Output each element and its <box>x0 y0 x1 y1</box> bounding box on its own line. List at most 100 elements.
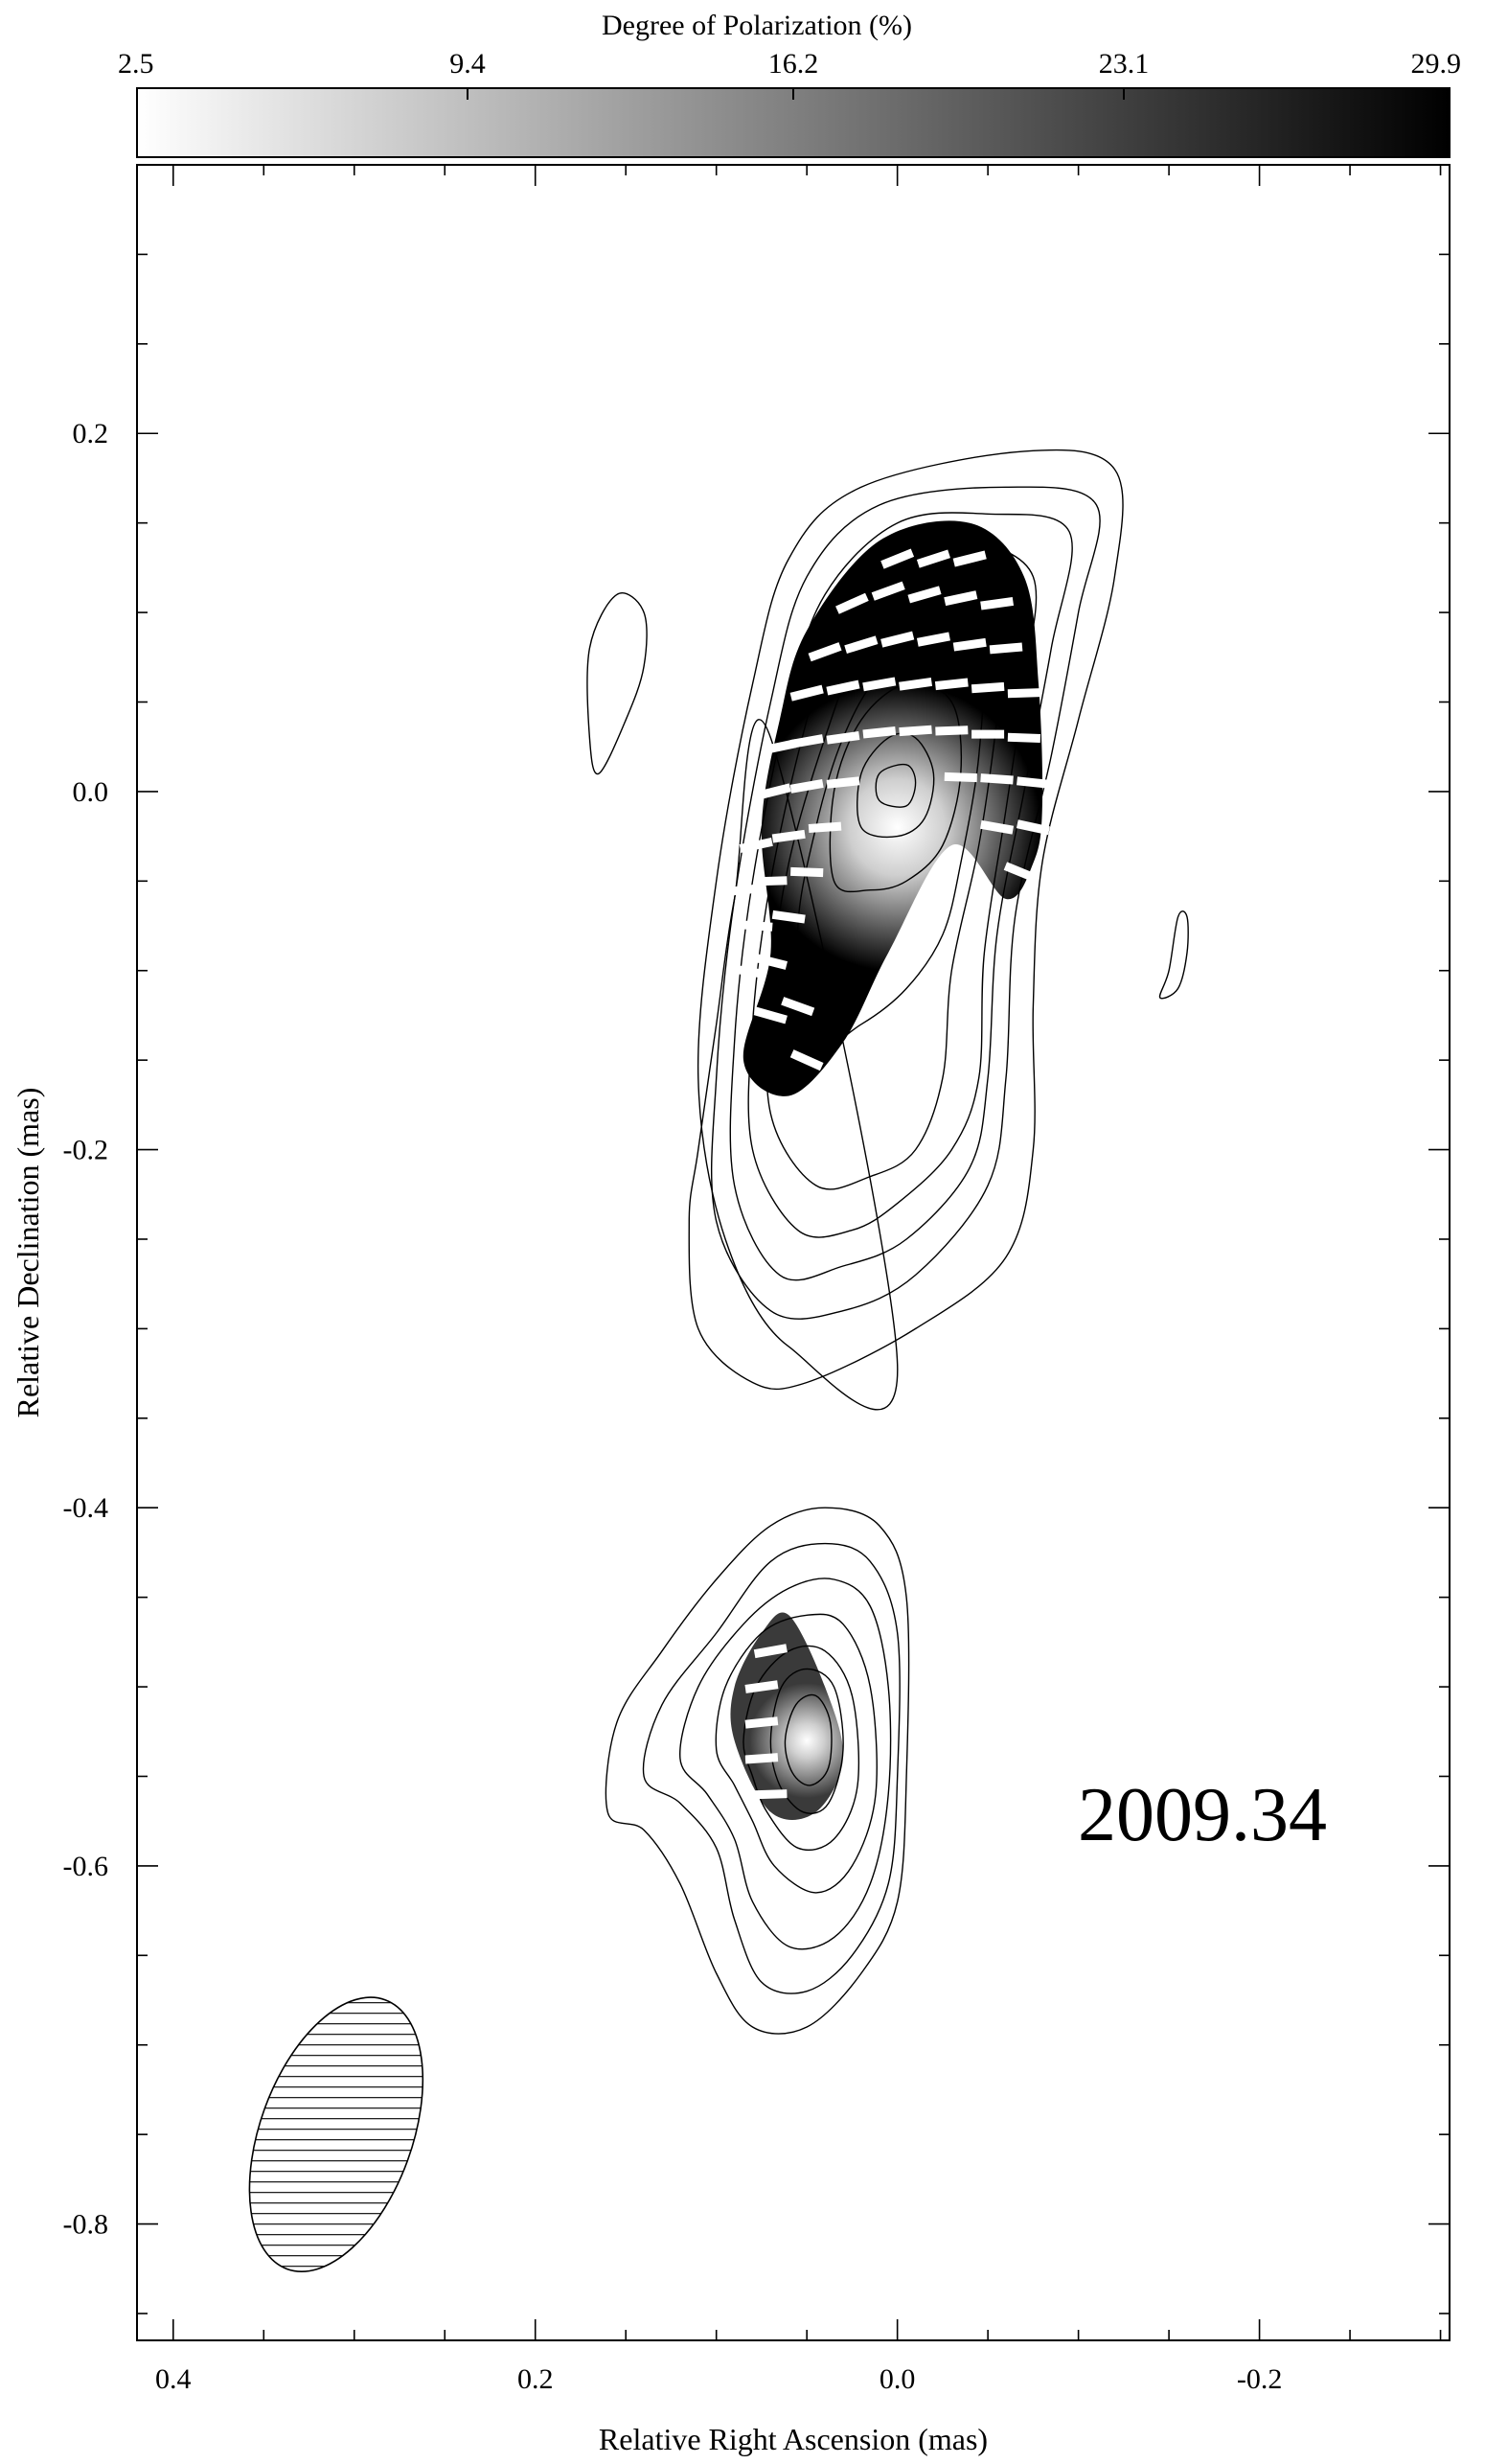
evpa-vector <box>944 771 977 783</box>
evpa-vector <box>808 642 842 662</box>
x-axis-title: Relative Right Ascension (mas) <box>599 2422 988 2456</box>
y-tick-label: 0.2 <box>73 418 109 449</box>
contour-isolated-left <box>586 592 648 775</box>
y-tick-label: 0.0 <box>73 776 109 808</box>
evpa-vector <box>790 866 824 878</box>
contour-layer <box>586 449 1189 2035</box>
colorbar-tick-label: 23.1 <box>1099 48 1150 80</box>
evpa-vector <box>763 739 797 755</box>
epoch-label: 2009.34 <box>1078 1773 1327 1857</box>
contour-core <box>857 732 935 839</box>
evpa-vector-layer <box>726 548 1050 1800</box>
evpa-vector <box>934 678 969 691</box>
evpa-vector <box>754 876 788 887</box>
evpa-vector <box>1017 776 1050 789</box>
evpa-vector <box>739 920 773 932</box>
y-tick-label: -0.8 <box>63 2209 109 2241</box>
contour-jet-component <box>605 1507 910 2035</box>
evpa-vector <box>826 679 860 696</box>
y-tick-label: -0.6 <box>63 1851 109 1882</box>
contour-core <box>710 486 1101 1320</box>
contour-core <box>796 638 984 1048</box>
x-tick-label: -0.2 <box>1237 2363 1283 2395</box>
evpa-vector <box>862 726 897 739</box>
evpa-vector <box>871 581 905 601</box>
plot-frame <box>136 164 1451 2341</box>
beam-ellipse <box>248 1996 424 2272</box>
evpa-vector <box>899 677 933 691</box>
evpa-vector <box>757 783 791 800</box>
y-tick-label: -0.2 <box>63 1135 109 1166</box>
y-tick-label: -0.4 <box>63 1492 109 1524</box>
colorbar-tick-label: 2.5 <box>118 48 154 80</box>
axis-tick-labels: 0.4 0.2 0.0 -0.2 0.2 0.0 -0.2 -0.4 -0.6 -0.8 <box>63 418 1283 2395</box>
contour-jet-component <box>679 1577 892 1950</box>
evpa-vector <box>916 632 950 647</box>
evpa-vector <box>980 596 1015 610</box>
contour-core <box>747 538 1038 1238</box>
x-tick-label: 0.2 <box>517 2363 554 2395</box>
colorbar-tick-labels: 2.5 9.4 16.2 23.1 29.9 <box>118 48 1461 80</box>
evpa-vector <box>808 821 842 833</box>
contour-jet-component <box>642 1542 901 1994</box>
contour-core <box>688 449 1124 1411</box>
evpa-vector <box>771 829 806 843</box>
colorbar-label: Degree of Polarization (%) <box>602 10 912 41</box>
polarization-layer <box>730 520 1043 1821</box>
colorbar-ticks <box>136 88 1451 100</box>
evpa-vector <box>726 884 761 896</box>
evpa-vector <box>844 635 879 655</box>
evpa-vector <box>971 681 1005 694</box>
contour-core <box>765 583 1009 1190</box>
evpa-vector <box>944 590 978 607</box>
beam-hatching <box>216 1981 457 2278</box>
colorbar-tick-label: 9.4 <box>449 48 486 80</box>
evpa-vector <box>862 677 897 692</box>
evpa-vector <box>1007 688 1041 699</box>
evpa-vector <box>753 1644 788 1659</box>
evpa-vector <box>1007 732 1041 743</box>
x-tick-label: 0.0 <box>880 2363 916 2395</box>
evpa-vector <box>744 1680 779 1693</box>
evpa-vector <box>754 1789 788 1800</box>
contour-jet-component <box>784 1693 833 1786</box>
evpa-vector <box>789 734 824 748</box>
x-tick-label: 0.4 <box>155 2363 192 2395</box>
evpa-vector <box>980 773 1014 785</box>
evpa-vector <box>1016 819 1050 836</box>
contour-isolated-right <box>1158 910 1189 1000</box>
evpa-vector <box>880 631 915 648</box>
contour-jet-component <box>742 1645 860 1851</box>
contour-jet-component <box>715 1613 878 1894</box>
evpa-vector <box>899 725 932 737</box>
polarization-region-jet-component <box>730 1612 844 1821</box>
beam-layer <box>216 1981 457 2278</box>
evpa-vector <box>753 953 788 970</box>
polarization-region-core <box>742 520 1043 1096</box>
evpa-vector <box>826 731 860 745</box>
evpa-vector <box>835 592 869 614</box>
evpa-vector <box>952 637 987 652</box>
evpa-vector <box>952 550 987 567</box>
contour-core <box>729 512 1073 1281</box>
evpa-vector <box>789 1049 824 1071</box>
evpa-vector <box>826 776 860 789</box>
evpa-vector <box>753 1006 788 1025</box>
evpa-vector <box>980 819 1015 835</box>
evpa-vector <box>935 725 969 736</box>
evpa-vector <box>744 1753 779 1764</box>
colorbar-tick-label: 29.9 <box>1411 48 1462 80</box>
evpa-vector <box>916 549 950 568</box>
evpa-vector <box>989 642 1023 655</box>
plot-content <box>216 449 1189 2278</box>
evpa-vector <box>789 778 824 794</box>
colorbar-tick-label: 16.2 <box>768 48 819 80</box>
evpa-vector <box>907 586 942 604</box>
evpa-vector <box>789 684 824 702</box>
contour-core <box>829 682 963 893</box>
y-axis-title: Relative Declination (mas) <box>11 1088 45 1418</box>
evpa-vector <box>771 910 806 924</box>
evpa-vector <box>781 997 815 1017</box>
axis-ticks <box>137 164 1450 2340</box>
